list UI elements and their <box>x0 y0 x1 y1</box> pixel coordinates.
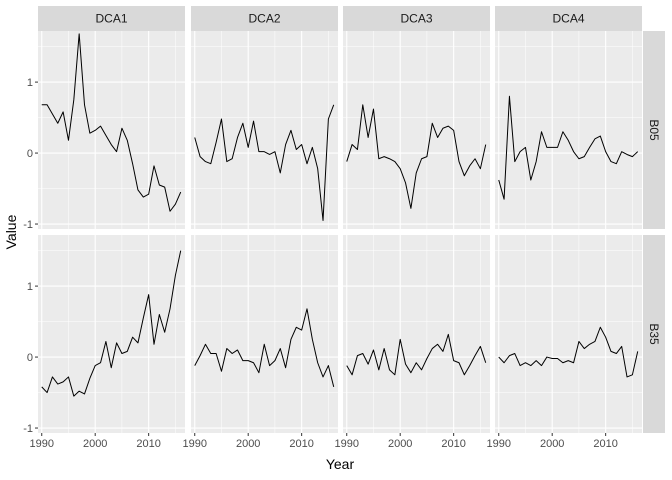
series-line-dca3-b35 <box>346 333 487 376</box>
x-tick-label: 2000 <box>388 438 412 450</box>
strip-background <box>643 31 665 229</box>
panel-background <box>495 31 642 229</box>
strip-background <box>38 6 185 31</box>
y-tick-label: 1 <box>27 77 33 89</box>
column-strip-label: DCA1 <box>95 12 127 26</box>
strip-background <box>643 235 665 433</box>
x-tick-label: 2010 <box>593 438 617 450</box>
panel-dca3-b05 <box>343 31 490 229</box>
x-axis-title: Year <box>326 456 355 472</box>
panel-dca2-b35 <box>191 235 338 433</box>
x-tick-label: 2000 <box>540 438 564 450</box>
panel-dca3-b35 <box>343 235 490 433</box>
panel-background <box>495 235 642 433</box>
panel-background <box>343 235 490 433</box>
panel-background <box>191 31 338 229</box>
row-strip-b05: B05 <box>643 31 665 229</box>
row-strip-label: B35 <box>647 323 661 345</box>
panel-dca4-b35 <box>495 235 642 433</box>
series-line-dca4-b05 <box>498 95 639 200</box>
series-line-dca1-b35 <box>41 250 182 397</box>
column-strip-label: DCA4 <box>552 12 584 26</box>
strip-background <box>191 6 338 31</box>
column-strip-dca2: DCA2 <box>191 6 338 31</box>
panel-dca1-b35 <box>38 235 185 433</box>
x-tick-label: 2010 <box>441 438 465 450</box>
row-strip-label: B05 <box>647 119 661 141</box>
row-strip-b35: B35 <box>643 235 665 433</box>
x-tick-label: 1990 <box>334 438 358 450</box>
x-tick-label: 2000 <box>83 438 107 450</box>
panel-dca1-b05 <box>38 31 185 229</box>
y-tick-label: 0 <box>27 352 33 364</box>
panel-dca2-b05 <box>191 31 338 229</box>
series-line-dca4-b35 <box>498 326 639 378</box>
panel-background <box>343 31 490 229</box>
series-line-dca2-b05 <box>194 104 335 221</box>
column-strip-dca4: DCA4 <box>495 6 642 31</box>
y-tick-label: -1 <box>23 219 33 231</box>
x-tick-label: 1990 <box>486 438 510 450</box>
x-tick-label: 1990 <box>182 438 206 450</box>
strip-background <box>343 6 490 31</box>
x-tick-label: 2010 <box>136 438 160 450</box>
x-tick-label: 1990 <box>29 438 53 450</box>
y-axis-title: Value <box>3 214 19 249</box>
strips-layer: DCA1 DCA2 DCA3 DCA4 B05 B35 <box>38 6 665 433</box>
y-tick-label: 0 <box>27 148 33 160</box>
column-strip-dca1: DCA1 <box>38 6 185 31</box>
series-line-dca1-b05 <box>41 33 182 212</box>
column-strip-dca3: DCA3 <box>343 6 490 31</box>
strip-background <box>495 6 642 31</box>
panel-dca4-b05 <box>495 31 642 229</box>
panel-background <box>38 31 185 229</box>
panel-background <box>191 235 338 433</box>
axes-layer: -1 0 1 -1 0 1 1990 2000 2010 1990 2000 2010 1990 2000… <box>23 77 618 450</box>
x-tick-label: 2010 <box>289 438 313 450</box>
y-tick-label: 1 <box>27 281 33 293</box>
column-strip-label: DCA3 <box>400 12 432 26</box>
series-line-dca3-b05 <box>346 104 487 209</box>
x-tick-label: 2000 <box>236 438 260 450</box>
panels-layer <box>38 31 642 433</box>
series-line-dca2-b35 <box>194 308 335 387</box>
y-tick-label: -1 <box>23 423 33 435</box>
panel-background <box>38 235 185 433</box>
column-strip-label: DCA2 <box>248 12 280 26</box>
